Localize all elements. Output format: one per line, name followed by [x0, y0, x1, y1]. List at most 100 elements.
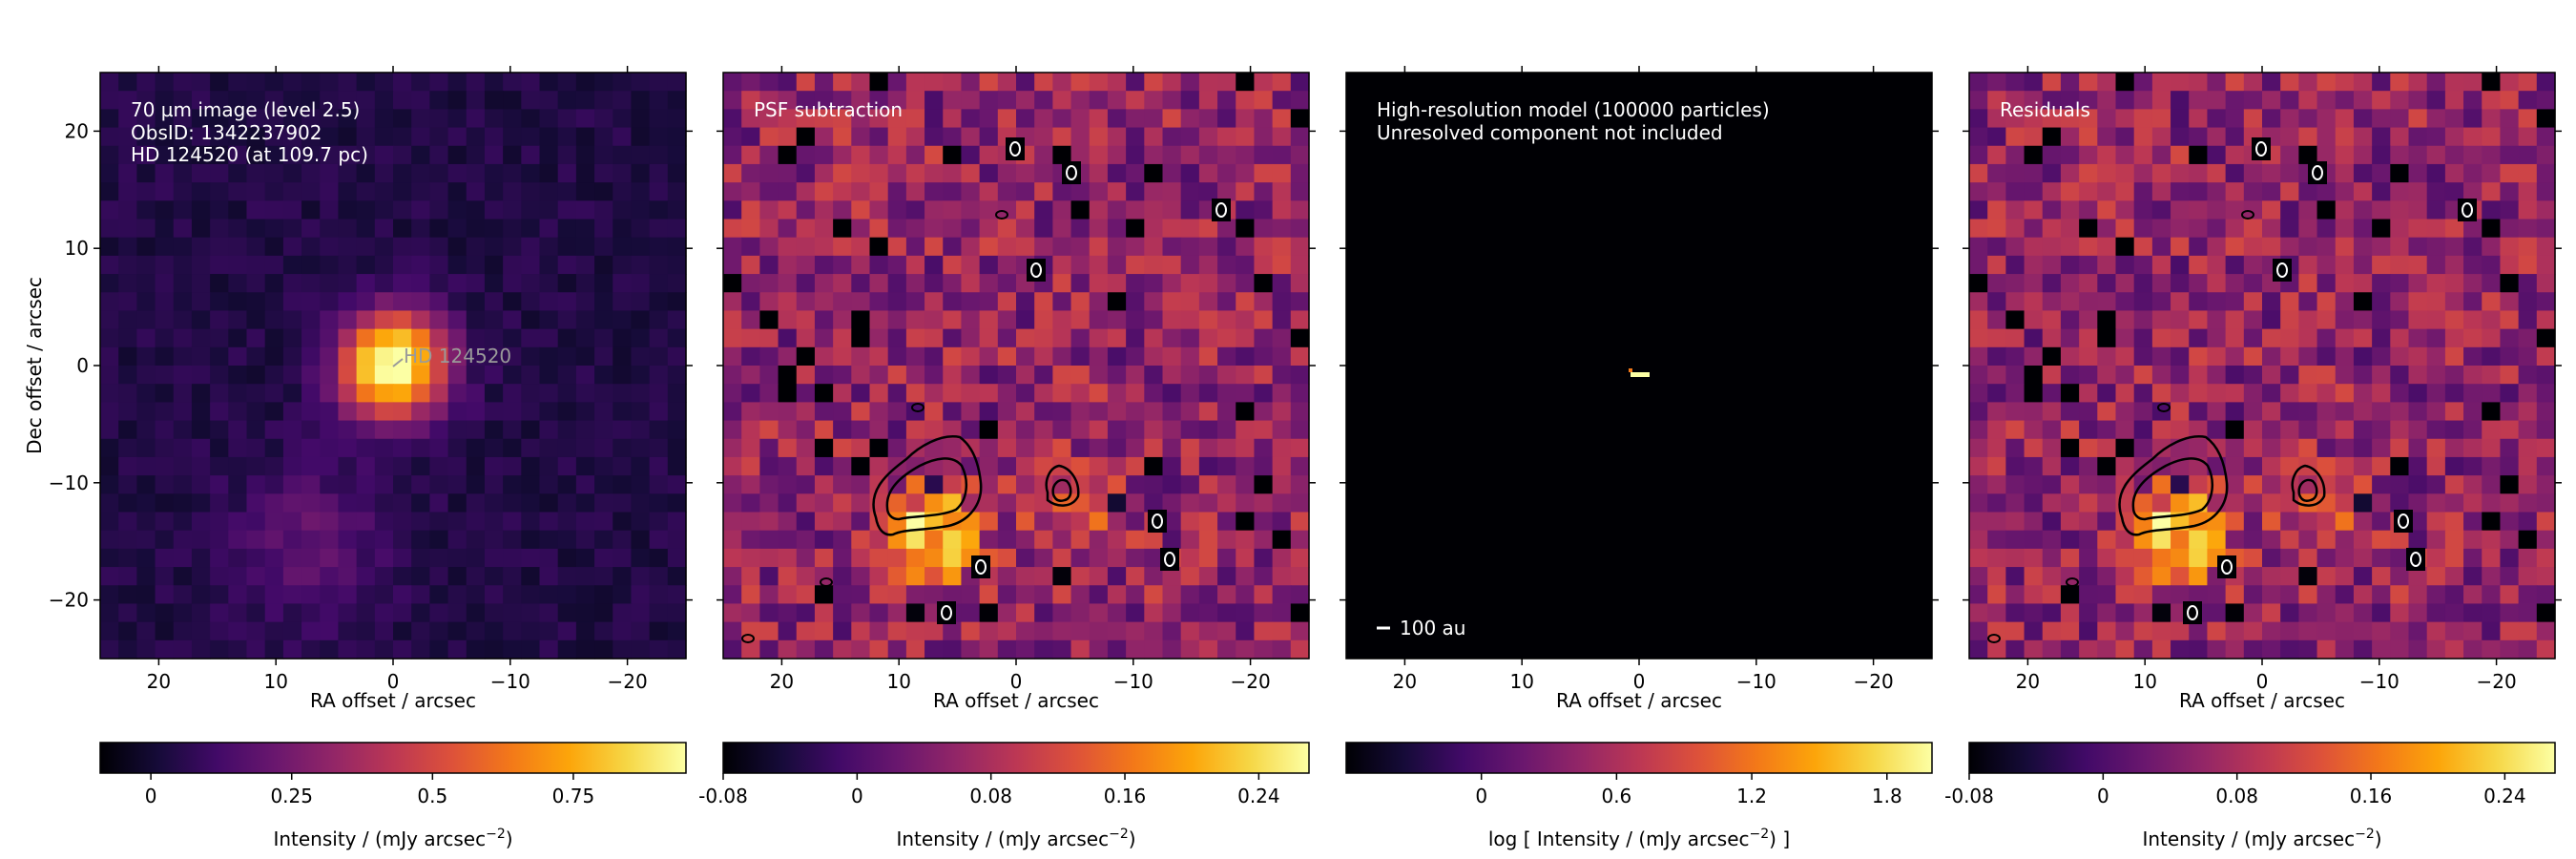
x-axis-label: RA offset / arcsec: [310, 689, 476, 712]
contour-line: [1030, 262, 1042, 278]
panel-model: High-resolution model (100000 particles)…: [1340, 66, 1939, 712]
overlay-line-1: PSF subtraction: [754, 98, 903, 121]
contour-line: [820, 577, 833, 587]
colorbar-label: Intensity / (mJy arcsec−2): [2142, 827, 2381, 850]
contour-line: [872, 435, 983, 536]
overlay-line-1: High-resolution model (100000 particles): [1377, 98, 1770, 121]
colorbar-tick-label: 0: [1475, 785, 1487, 807]
x-tick-label: −10: [1113, 670, 1153, 693]
overlay-line-3: HD 124520 (at 109.7 pc): [131, 143, 368, 166]
contour-line: [741, 634, 755, 643]
x-tick-label: 10: [886, 670, 910, 693]
colorbar-2: -0.08 0 0.08 0.16 0.24 Intensity / (mJy arcse…: [698, 742, 1310, 850]
contour-line: [1987, 634, 2001, 643]
colorbar-tick-label: -0.08: [698, 785, 748, 807]
contour-line: [995, 210, 1008, 220]
x-tick-label: 20: [770, 670, 794, 693]
x-tick-label: 20: [147, 670, 171, 693]
contour-line: [2398, 513, 2409, 529]
contour-line: [2312, 165, 2323, 180]
colorbar-tick-label: 0.08: [969, 785, 1012, 807]
y-tick-label: 10: [65, 237, 89, 260]
overlay-line-2: ObsID: 1342237902: [131, 121, 322, 144]
contour-line: [1051, 478, 1072, 502]
x-tick-label: 10: [263, 670, 287, 693]
x-tick-label: 20: [1393, 670, 1417, 693]
contour-line: [2297, 478, 2318, 502]
contour-line: [2118, 435, 2229, 536]
colorbar-1: 0 0.25 0.5 0.75 Intensity / (mJy arcsec−2): [99, 742, 687, 850]
contour-line: [1215, 202, 1227, 218]
colorbar-tick-label: 1.2: [1736, 785, 1767, 807]
contour-line: [1152, 513, 1163, 529]
contour-line: [911, 403, 924, 412]
colorbar-label: log [ Intensity / (mJy arcsec−2) ]: [1488, 827, 1790, 850]
y-tick-label: 20: [65, 119, 89, 142]
x-tick-label: −10: [1736, 670, 1776, 693]
panel-psf-subtraction: PSF subtraction 20 10 0 −10 −20 RA offset / …: [717, 66, 1316, 712]
contour-line: [2066, 577, 2079, 587]
model-point: [1631, 372, 1650, 377]
colorbar-tick-label: 0.6: [1601, 785, 1631, 807]
colorbar-tick-label: 0.25: [270, 785, 313, 807]
contour-line: [2462, 202, 2473, 218]
x-tick-label: −10: [490, 670, 530, 693]
y-tick-label: −10: [49, 471, 89, 494]
colorbar-label: Intensity / (mJy arcsec−2): [896, 827, 1135, 850]
x-tick-label: 0: [387, 670, 400, 693]
x-tick-label: 0: [1010, 670, 1023, 693]
contour-line: [885, 457, 968, 521]
x-tick-label: 0: [2256, 670, 2269, 693]
x-tick-label: 10: [2132, 670, 2156, 693]
y-tick-label: −20: [49, 589, 89, 612]
star-marker: [392, 358, 404, 367]
contour-line: [941, 605, 952, 620]
x-tick-label: −20: [1853, 670, 1893, 693]
colorbar-tick-label: 0.75: [552, 785, 595, 807]
x-tick-label: −20: [1230, 670, 1270, 693]
overlay-line-2: Unresolved component not included: [1377, 121, 1723, 144]
colorbar-tick-label: 0.08: [2215, 785, 2258, 807]
colorbar-tick-label: 0.24: [1237, 785, 1280, 807]
y-tick-label: 0: [76, 354, 89, 377]
contour-line: [975, 559, 987, 575]
contour-line: [2241, 210, 2254, 220]
x-axis-label: RA offset / arcsec: [2179, 689, 2345, 712]
colorbar-tick-label: 0: [145, 785, 157, 807]
contour-line: [2410, 552, 2421, 567]
contour-line: [2255, 141, 2267, 157]
scale-bar-label: 100 au: [1400, 617, 1465, 639]
colorbar-tick-label: 0.24: [2483, 785, 2526, 807]
contour-line: [2221, 559, 2233, 575]
colorbar-tick-label: 0.16: [1104, 785, 1147, 807]
contour-line: [1045, 464, 1080, 507]
contour-line: [2157, 403, 2171, 412]
overlay-line-1: Residuals: [2000, 98, 2090, 121]
x-tick-label: −20: [2476, 670, 2516, 693]
star-label: HD 124520: [404, 345, 511, 367]
panel-image: 70 µm image (level 2.5) ObsID: 134223790…: [23, 66, 693, 712]
x-axis-label: RA offset / arcsec: [1556, 689, 1722, 712]
colorbar-tick-label: 0: [2097, 785, 2109, 807]
contour-line: [2291, 464, 2326, 507]
colorbar-3: 0 0.6 1.2 1.8 log [ Intensity / (mJy arcsec−…: [1345, 742, 1933, 850]
contour-line: [1164, 552, 1175, 567]
colorbar-label: Intensity / (mJy arcsec−2): [273, 827, 512, 850]
colorbar-tick-label: 1.8: [1872, 785, 1902, 807]
colorbar-tick-label: 0: [851, 785, 863, 807]
x-tick-label: 0: [1633, 670, 1646, 693]
x-tick-label: −10: [2359, 670, 2399, 693]
x-tick-label: −20: [607, 670, 647, 693]
overlay-line-1: 70 µm image (level 2.5): [131, 98, 360, 121]
y-axis-label: Dec offset / arcsec: [23, 277, 46, 454]
colorbar-tick-label: -0.08: [1944, 785, 1994, 807]
contour-line: [2187, 605, 2198, 620]
contour-line: [2276, 262, 2288, 278]
contour-line: [1066, 165, 1077, 180]
contour-line: [1009, 141, 1021, 157]
panel-residuals: Residuals 20 10 0 −10 −20 RA offset / arcsec: [1963, 66, 2562, 712]
colorbar-tick-label: 0.16: [2350, 785, 2393, 807]
x-tick-label: 10: [1509, 670, 1533, 693]
